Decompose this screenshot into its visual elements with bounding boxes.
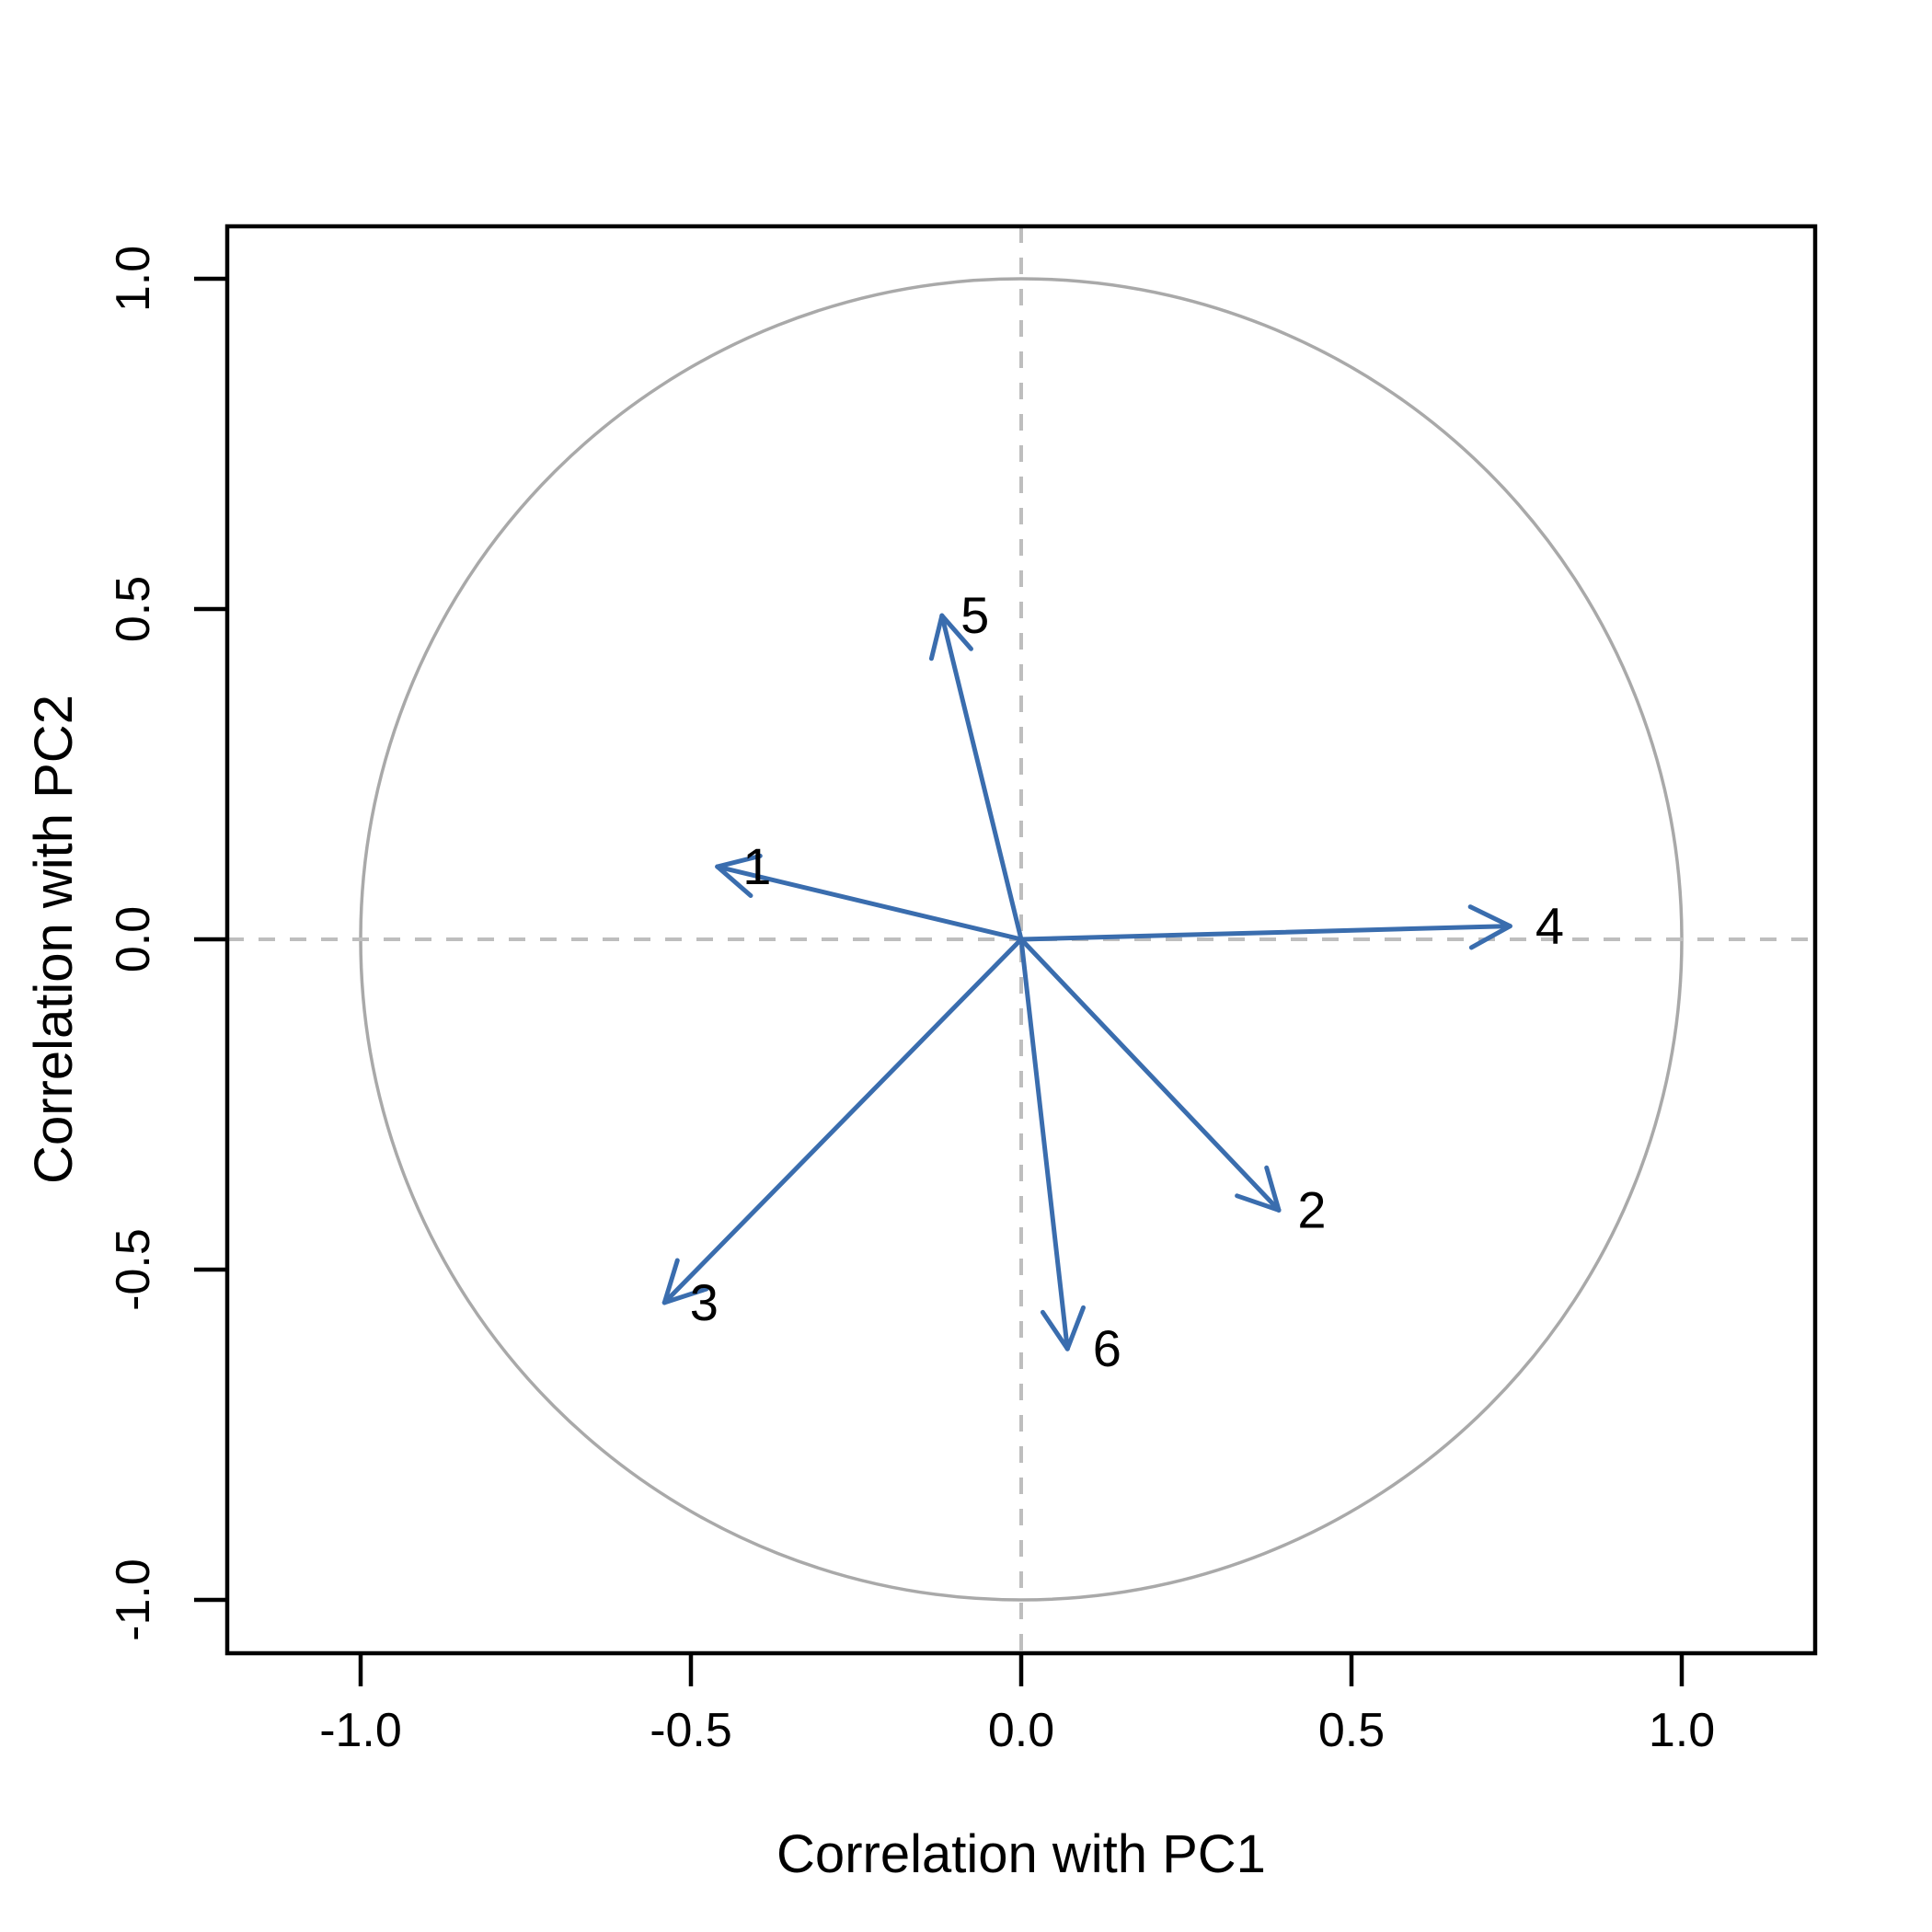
- arrowhead-4-0: [1468, 924, 1512, 950]
- x-axis-title: Correlation with PC1: [776, 1824, 1266, 1884]
- arrow-label-4: 4: [1535, 897, 1564, 955]
- arrow-label-6: 6: [1093, 1319, 1121, 1377]
- x-tick-label-3: 0.5: [1318, 1704, 1385, 1757]
- arrow-1: [715, 864, 1024, 942]
- arrowhead-2-0: [1235, 1193, 1282, 1213]
- arrowhead-1-1: [715, 864, 753, 898]
- arrow-label-1: 1: [742, 837, 771, 895]
- arrowhead-3-1: [661, 1286, 709, 1305]
- y-tick-label-4: 1.0: [107, 246, 160, 312]
- arrow-label-3: 3: [690, 1273, 719, 1331]
- arrow-5: [939, 613, 1024, 942]
- arrowhead-4-1: [1467, 904, 1512, 929]
- x-tick-label-0: -1.0: [319, 1704, 402, 1757]
- y-tick-label-0: -1.0: [107, 1558, 160, 1641]
- y-tick-label-3: 0.5: [107, 576, 160, 642]
- y-axis-title: Correlation with PC2: [24, 695, 84, 1184]
- arrowhead-5-0: [939, 613, 973, 651]
- arrow-3: [661, 937, 1024, 1305]
- y-tick-label-1: -0.5: [107, 1228, 160, 1311]
- arrowhead-1-0: [715, 853, 763, 869]
- arrowhead-2-1: [1264, 1165, 1282, 1213]
- x-tick-label-4: 1.0: [1649, 1704, 1715, 1757]
- arrow-2: [1018, 937, 1282, 1213]
- x-tick-label-1: -0.5: [650, 1704, 732, 1757]
- arrow-label-5: 5: [960, 586, 989, 644]
- arrow-4: [1018, 924, 1512, 942]
- arrowhead-6-0: [1040, 1309, 1070, 1351]
- x-tick-label-2: 0.0: [988, 1704, 1054, 1757]
- arrowhead-6-1: [1064, 1305, 1087, 1351]
- arrowhead-5-1: [928, 613, 945, 661]
- y-tick-label-2: 0.0: [107, 906, 160, 972]
- arrowhead-3-0: [661, 1258, 680, 1305]
- arrow-label-2: 2: [1297, 1180, 1326, 1238]
- arrow-6: [1018, 937, 1070, 1351]
